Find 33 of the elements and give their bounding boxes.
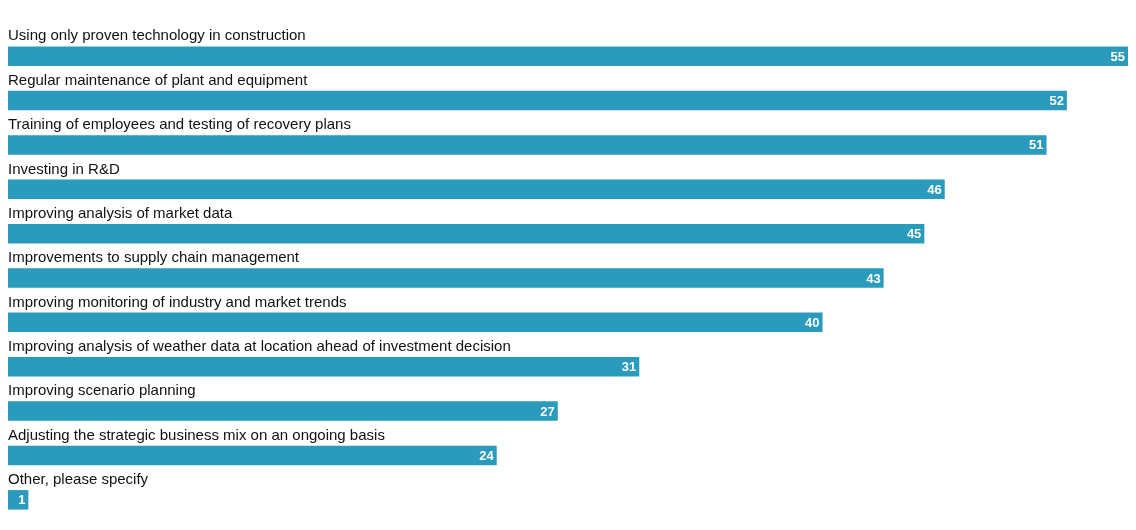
bar xyxy=(8,401,558,421)
y-tick-label: Investing in R&D xyxy=(8,159,120,177)
data-label: 45 xyxy=(906,226,922,242)
bar xyxy=(8,268,884,288)
data-label: 55 xyxy=(1110,48,1125,64)
y-tick-label: Adjusting the strategic business mix on an ongoing basis xyxy=(8,425,385,443)
bar xyxy=(8,135,1047,155)
data-label: 52 xyxy=(1049,93,1064,109)
y-tick-label: Improving analysis of market data xyxy=(8,203,233,221)
bar xyxy=(8,46,1128,66)
bar xyxy=(8,312,823,333)
y-tick-label: Improvements to supply chain management xyxy=(8,248,300,266)
bar xyxy=(8,490,29,510)
y-tick-label: Improving scenario planning xyxy=(8,381,196,399)
bar xyxy=(8,223,925,244)
data-label: 51 xyxy=(1029,137,1044,153)
data-label: 24 xyxy=(479,448,495,464)
y-tick-label: Other, please specify xyxy=(8,470,149,488)
bar xyxy=(8,445,497,466)
data-label: 1 xyxy=(18,492,26,508)
bar xyxy=(8,179,945,200)
y-tick-label: Using only proven technology in construction xyxy=(8,26,306,44)
data-label: 43 xyxy=(866,270,881,286)
bar xyxy=(8,90,1067,111)
y-tick-label: Improving monitoring of industry and market trends xyxy=(8,292,347,310)
bar xyxy=(8,356,640,377)
data-label: 31 xyxy=(621,359,637,375)
data-label: 46 xyxy=(927,181,942,197)
data-label: 40 xyxy=(805,314,820,330)
y-tick-label: Regular maintenance of plant and equipment xyxy=(8,70,309,88)
data-label: 27 xyxy=(540,403,555,419)
y-tick-label: Training of employees and testing of recovery plans xyxy=(8,115,351,133)
y-tick-label: Improving analysis of weather data at location ahead of investment decision xyxy=(8,336,511,354)
